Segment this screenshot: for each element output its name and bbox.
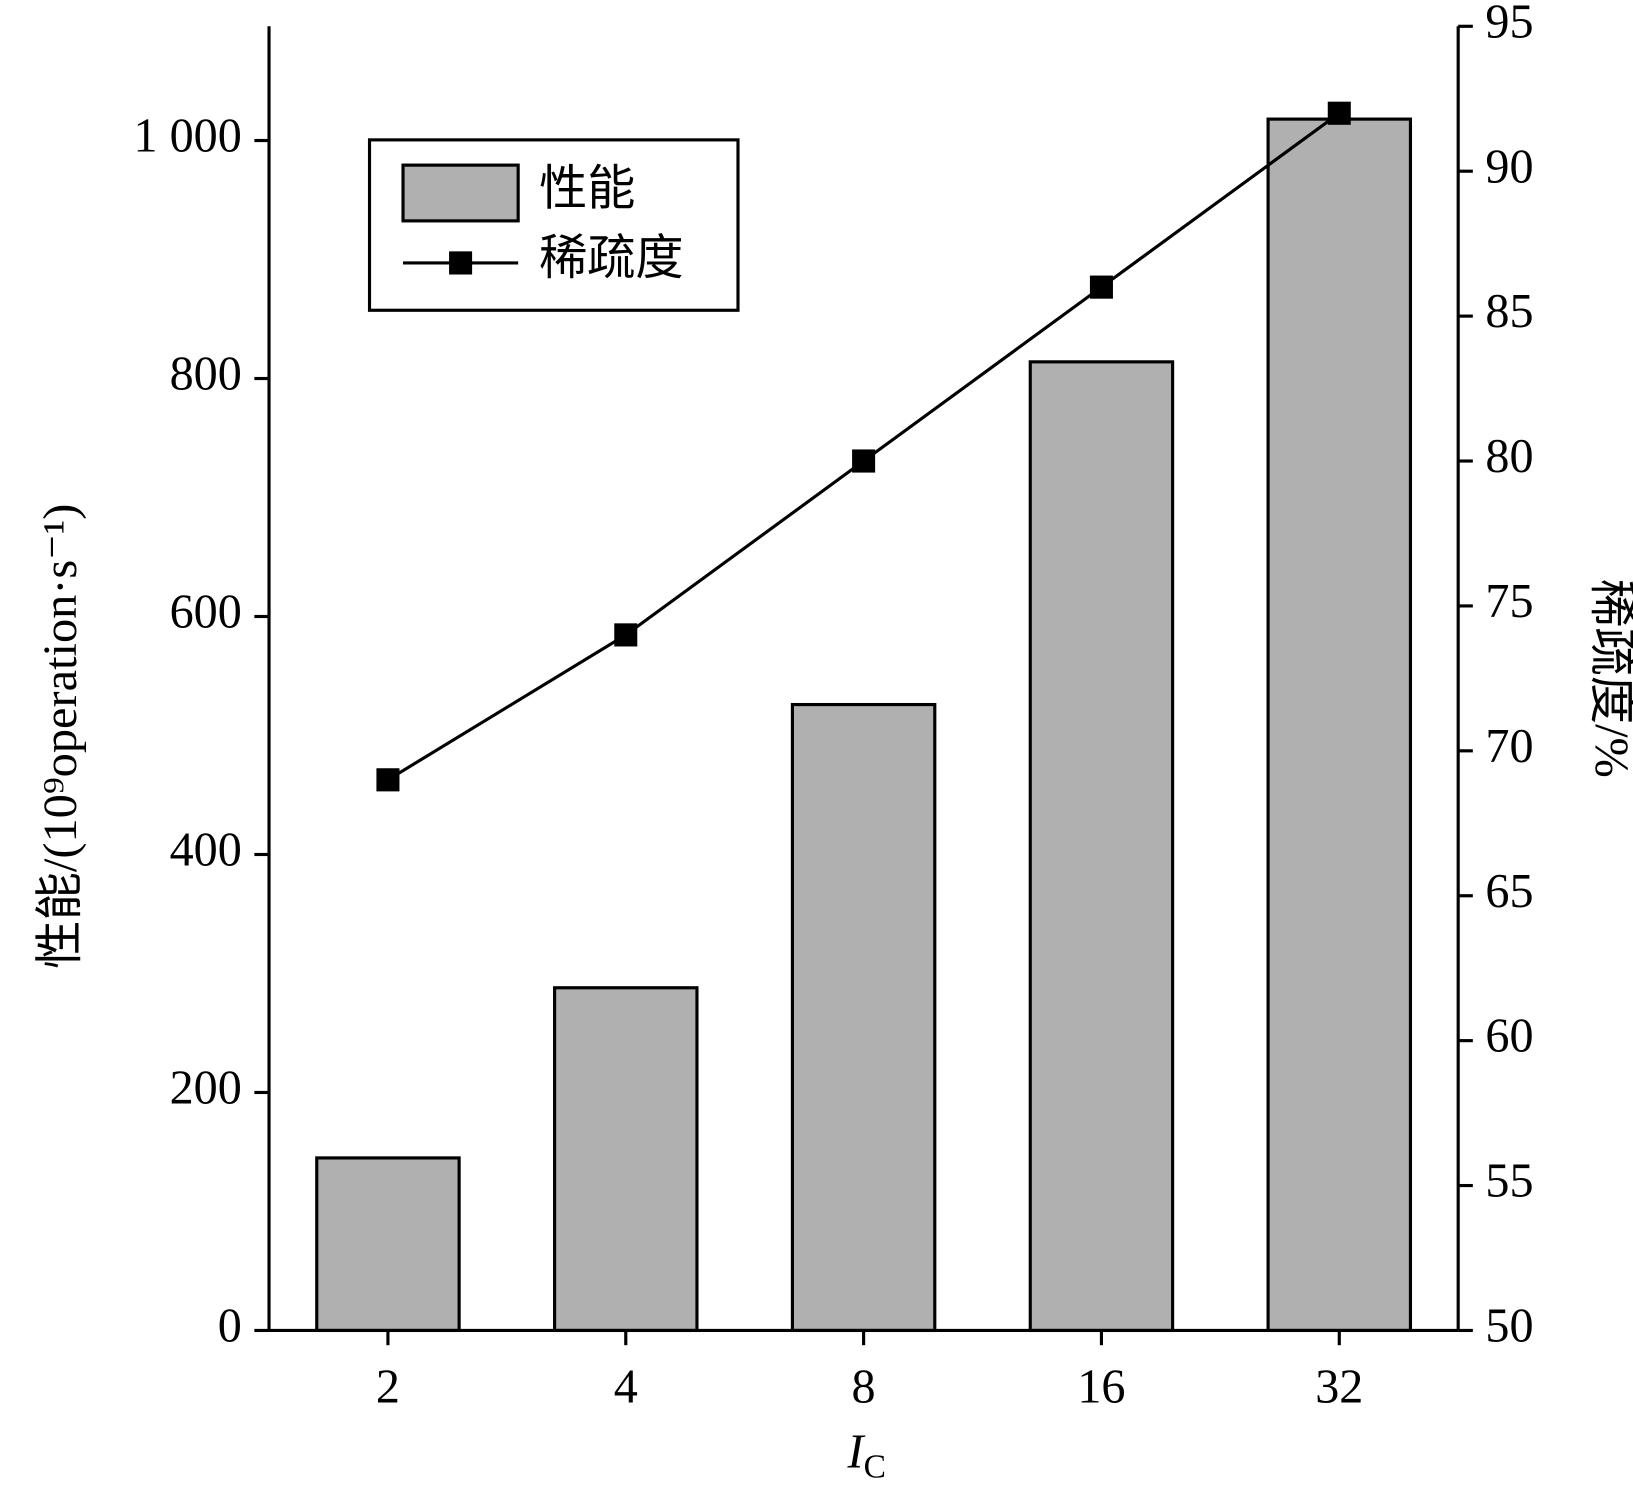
y-tick-label: 200 bbox=[170, 1061, 242, 1114]
y-tick-label: 600 bbox=[170, 586, 242, 639]
x-tick-label: 4 bbox=[614, 1360, 638, 1413]
bar bbox=[790, 702, 937, 1333]
marker bbox=[1327, 101, 1351, 125]
x-label-sub: C bbox=[864, 1448, 886, 1485]
y2-tick-label: 85 bbox=[1485, 285, 1533, 338]
y-tick-label: 0 bbox=[218, 1299, 242, 1352]
y2-tick-label: 90 bbox=[1485, 140, 1533, 193]
marker bbox=[376, 768, 400, 792]
y2-axis-label: 稀疏度/% bbox=[1585, 579, 1633, 778]
marker bbox=[614, 623, 638, 647]
x-tick-label: 8 bbox=[852, 1360, 876, 1413]
y2-tick-label: 80 bbox=[1485, 430, 1533, 483]
marker bbox=[852, 449, 876, 473]
x-axis-label: IC bbox=[847, 1426, 886, 1485]
y2-tick-label: 95 bbox=[1485, 0, 1533, 48]
x-label-main: I bbox=[847, 1426, 866, 1479]
y-tick-label: 800 bbox=[170, 348, 242, 401]
y-axis-label: 性能/(10⁹operation·s⁻¹) bbox=[34, 504, 87, 969]
bar bbox=[315, 1156, 461, 1333]
y2-tick-label: 65 bbox=[1485, 865, 1533, 918]
y2-tick-label: 75 bbox=[1485, 575, 1533, 628]
legend-label: 性能 bbox=[539, 163, 635, 216]
y2-tick-label: 55 bbox=[1485, 1155, 1533, 1208]
bar bbox=[1028, 360, 1175, 1333]
x-tick-label: 2 bbox=[376, 1360, 400, 1413]
y-tick-label: 1 000 bbox=[134, 110, 242, 163]
bar bbox=[553, 986, 699, 1333]
legend-marker bbox=[449, 251, 473, 275]
y2-tick-label: 50 bbox=[1485, 1299, 1533, 1352]
x-tick-label: 32 bbox=[1315, 1360, 1363, 1413]
y2-tick-label: 60 bbox=[1485, 1010, 1533, 1063]
bar bbox=[1266, 117, 1413, 1333]
legend-label: 稀疏度 bbox=[539, 232, 683, 285]
y2-tick-label: 70 bbox=[1485, 720, 1533, 773]
x-tick-label: 16 bbox=[1077, 1360, 1125, 1413]
y-tick-label: 400 bbox=[170, 823, 242, 876]
marker bbox=[1089, 275, 1113, 299]
legend-swatch bbox=[401, 163, 520, 223]
